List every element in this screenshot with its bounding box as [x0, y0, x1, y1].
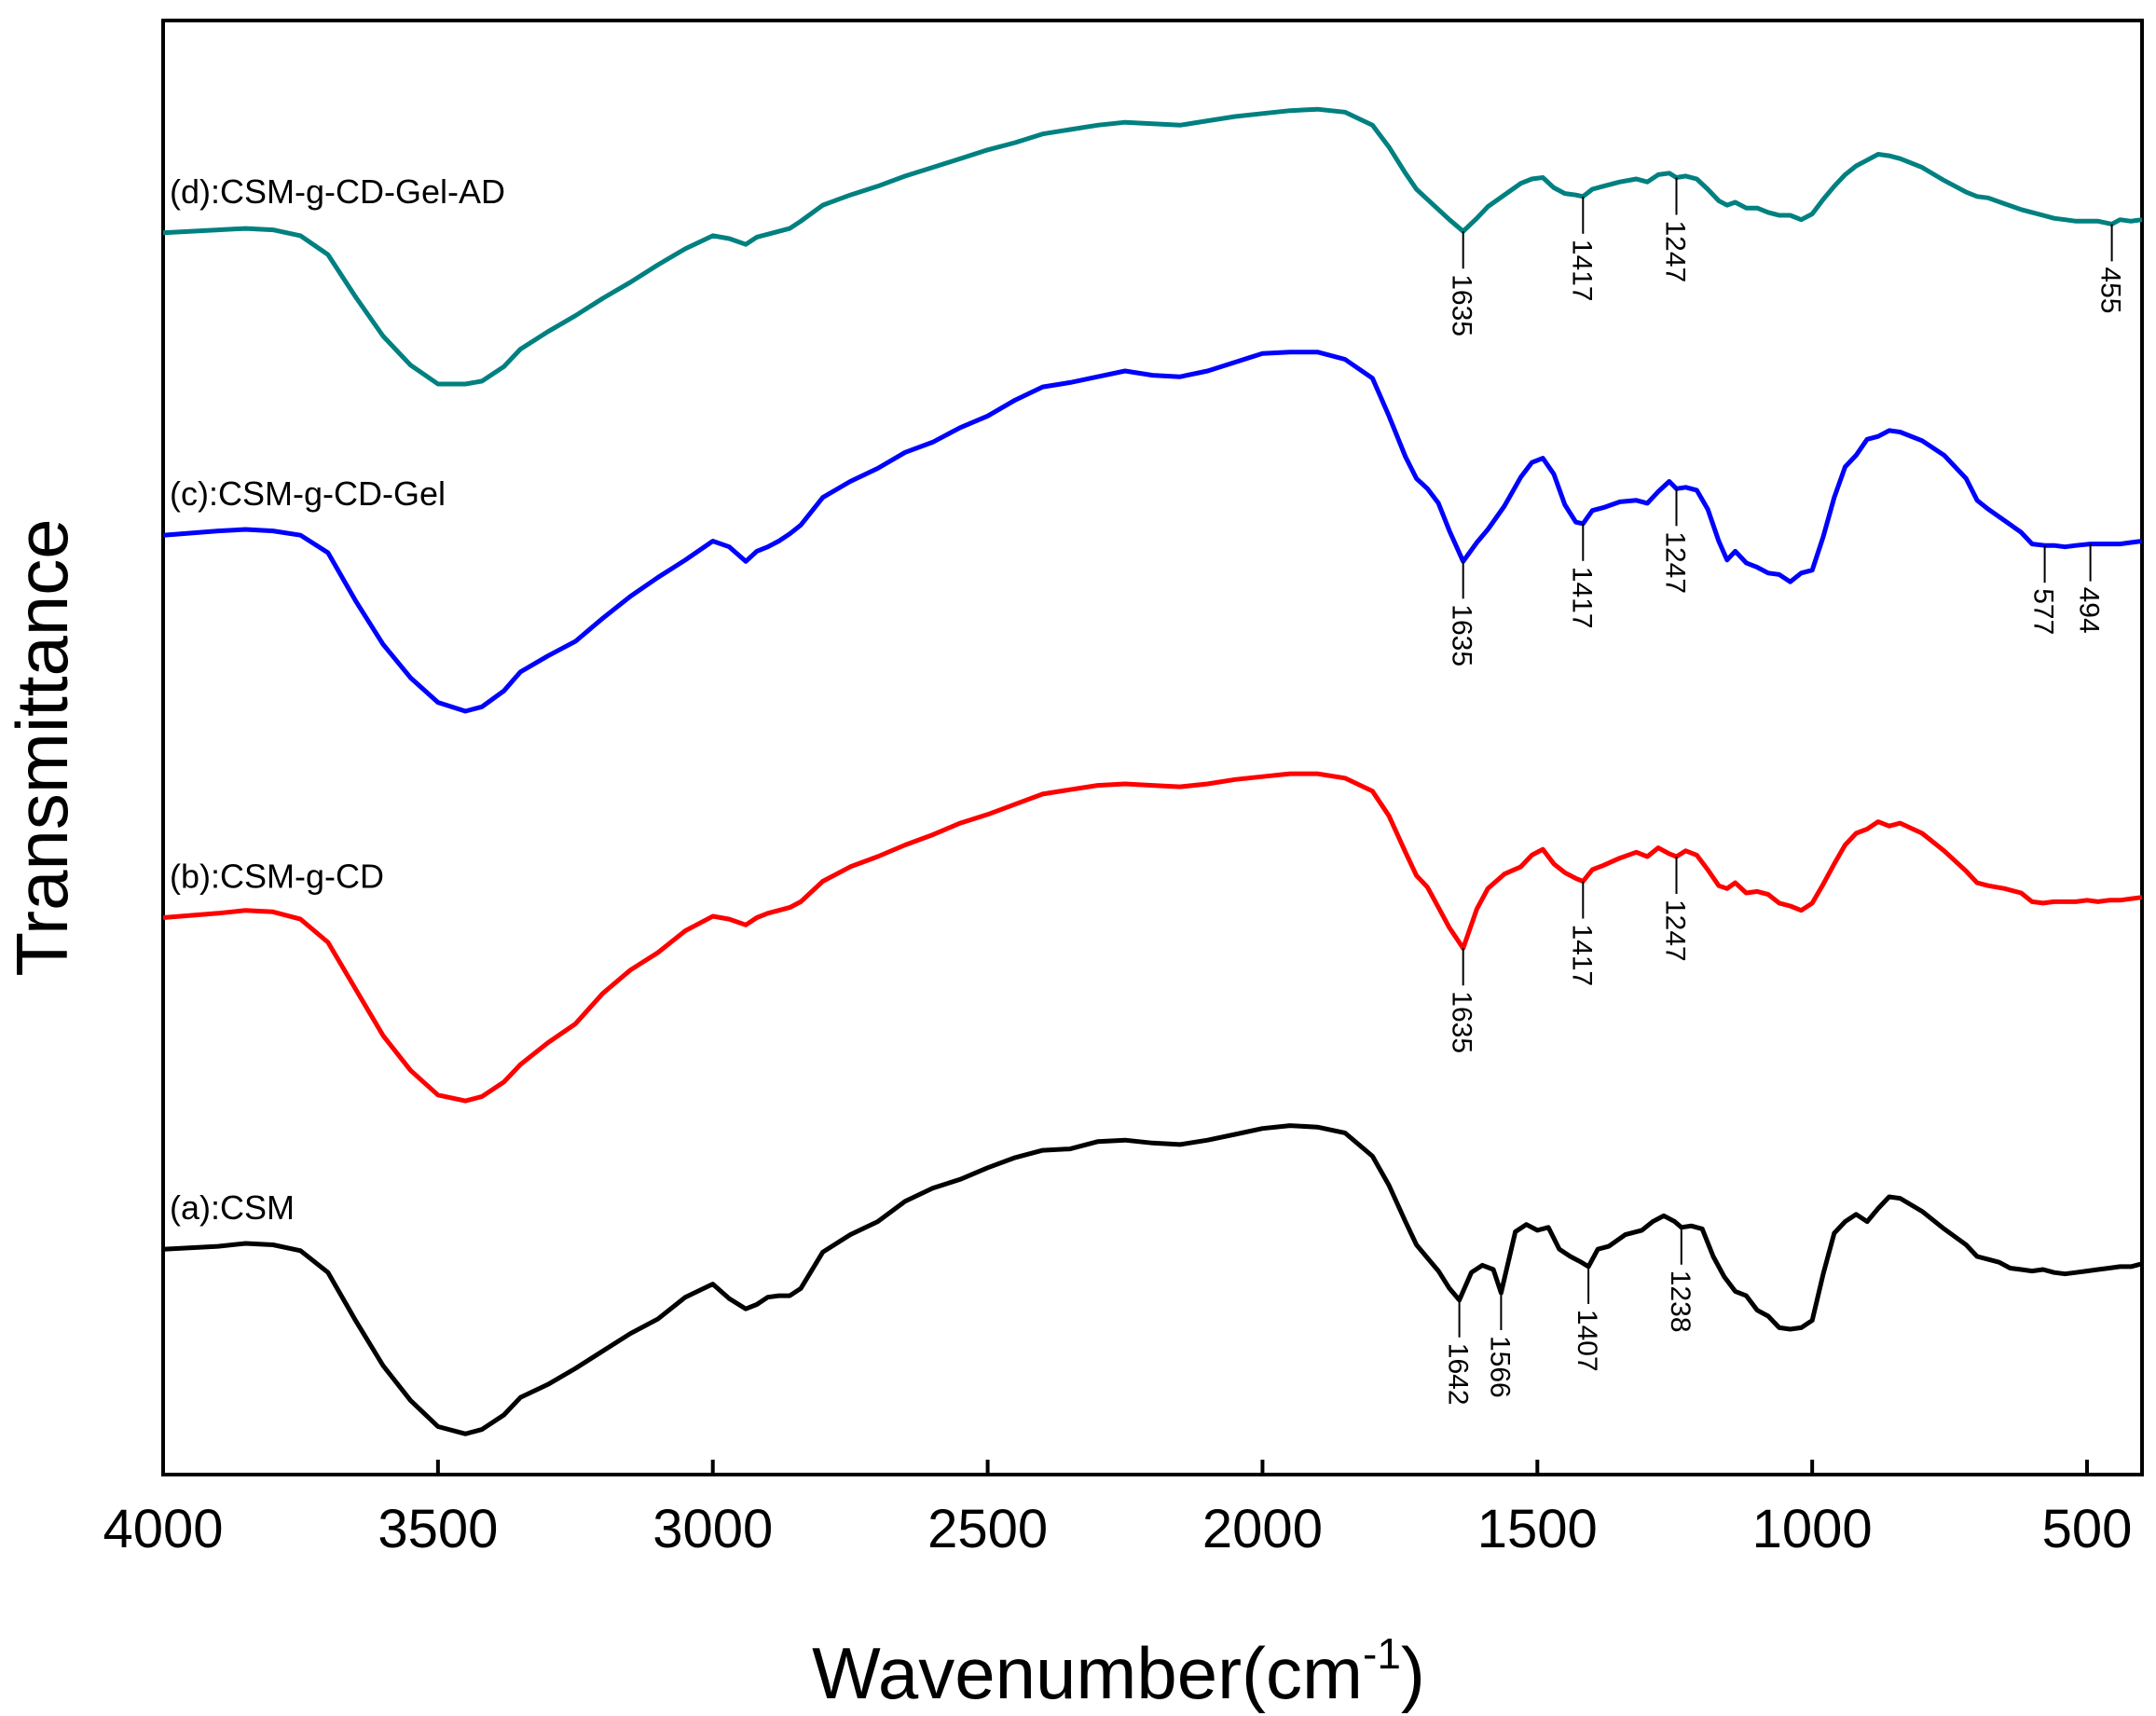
y-axis-title: Transmittance [1, 518, 83, 976]
x-axis-title-suffix: ) [1401, 1632, 1425, 1714]
x-tick-label-4000: 4000 [103, 1499, 223, 1559]
peak-label-d-1247: 1247 [1660, 221, 1691, 283]
x-axis-ticks: 4000 3500 3000 2500 2000 1500 1000 500 [103, 1460, 2132, 1559]
series-labels: (a):CSM (b):CSM-g-CD (c):CSM-g-CD-Gel (d):C… [170, 172, 505, 1227]
peak-label-c-1247: 1247 [1660, 531, 1691, 594]
x-axis-title: Wavenumber(cm-1) [812, 1629, 1425, 1714]
x-tick-label-1500: 1500 [1477, 1499, 1598, 1559]
series-lines [162, 106, 2143, 1436]
peak-label-d-1635: 1635 [1447, 274, 1477, 336]
peak-label-a-1238: 1238 [1665, 1270, 1696, 1333]
series-label-d: (d):CSM-g-CD-Gel-AD [170, 172, 505, 211]
x-tick-label-3000: 3000 [652, 1499, 773, 1559]
x-tick-label-3500: 3500 [378, 1499, 498, 1559]
series-line-d [162, 106, 2143, 387]
x-tick-label-2000: 2000 [1202, 1499, 1323, 1559]
peak-label-c-1635: 1635 [1447, 604, 1477, 666]
peak-label-b-1635: 1635 [1447, 991, 1477, 1053]
x-tick-label-500: 500 [2042, 1499, 2133, 1559]
peak-label-b-1247: 1247 [1660, 899, 1691, 962]
series-label-c: (c):CSM-g-CD-Gel [170, 474, 446, 513]
x-tick-label-1000: 1000 [1752, 1499, 1873, 1559]
peak-label-d-455: 455 [2095, 267, 2126, 313]
series-line-a [162, 1123, 2143, 1436]
x-axis-title-superscript: -1 [1363, 1629, 1401, 1678]
x-axis-title-main: Wavenumber(cm [812, 1632, 1363, 1714]
peak-label-c-577: 577 [2028, 588, 2059, 635]
series-label-b: (b):CSM-g-CD [170, 858, 384, 896]
peak-label-c-494: 494 [2074, 587, 2105, 634]
series-line-c [162, 350, 2143, 714]
peak-label-b-1417: 1417 [1566, 925, 1597, 987]
series-label-a: (a):CSM [170, 1188, 295, 1227]
peak-label-a-1642: 1642 [1443, 1343, 1474, 1406]
peak-label-a-1566: 1566 [1484, 1336, 1515, 1398]
peak-label-c-1417: 1417 [1566, 567, 1597, 629]
plot-frame [161, 19, 2144, 1476]
x-tick-label-2500: 2500 [927, 1499, 1048, 1559]
peak-label-d-1417: 1417 [1566, 240, 1597, 302]
series-line-b [162, 771, 2143, 1104]
peak-annotations: 1642 1566 1407 1238 1635 1417 1247 1635 1417 1247… [1443, 177, 2126, 1406]
peak-label-a-1407: 1407 [1572, 1310, 1602, 1372]
